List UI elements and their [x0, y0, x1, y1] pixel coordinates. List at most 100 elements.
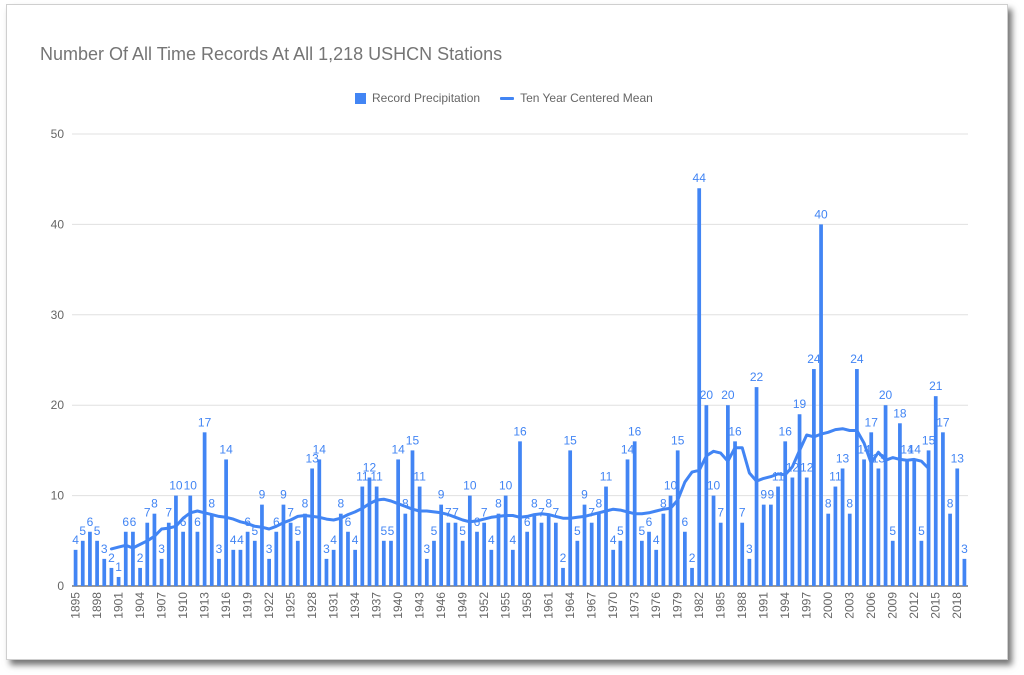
- bar: [389, 540, 393, 586]
- data-label: 5: [79, 524, 86, 538]
- data-label: 7: [552, 506, 559, 520]
- bar: [704, 405, 709, 586]
- bar: [467, 495, 472, 586]
- bar: [88, 531, 92, 586]
- x-tick-label: 1895: [69, 592, 83, 619]
- bar: [654, 549, 659, 586]
- bar: [417, 486, 422, 586]
- x-tick-label: 1928: [305, 592, 319, 619]
- data-label: 19: [793, 397, 807, 411]
- data-label: 3: [746, 542, 753, 556]
- bar: [324, 558, 329, 586]
- bar: [224, 459, 228, 586]
- bar: [883, 405, 888, 586]
- data-label: 7: [739, 506, 746, 520]
- data-label: 10: [664, 479, 678, 493]
- data-label: 14: [219, 442, 233, 456]
- bar: [604, 486, 608, 586]
- data-label: 20: [721, 388, 735, 402]
- bar: [690, 567, 694, 586]
- bar: [217, 558, 221, 586]
- bar: [439, 504, 444, 586]
- data-label: 18: [893, 406, 907, 420]
- data-label: 5: [459, 524, 466, 538]
- data-label: 6: [130, 515, 137, 529]
- data-label: 4: [352, 533, 359, 547]
- y-tick-label: 20: [51, 398, 65, 412]
- x-tick-label: 1934: [348, 592, 362, 619]
- data-label: 10: [707, 479, 721, 493]
- data-label: 24: [850, 352, 864, 366]
- x-tick-label: 1994: [778, 592, 792, 619]
- data-label: 13: [305, 451, 319, 465]
- bar: [95, 540, 99, 586]
- x-tick-label: 1964: [563, 592, 577, 619]
- data-label: 15: [406, 433, 420, 447]
- bar: [346, 531, 350, 586]
- bar: [611, 549, 616, 586]
- bar: [145, 522, 150, 586]
- data-label: 3: [266, 542, 273, 556]
- data-label: 13: [836, 451, 850, 465]
- bar: [539, 522, 544, 586]
- x-tick-label: 1922: [262, 592, 276, 619]
- bar: [962, 558, 967, 586]
- bar: [482, 522, 487, 586]
- bar: [238, 549, 243, 586]
- bar: [898, 423, 902, 586]
- x-tick-label: 1997: [800, 592, 814, 619]
- data-label: 12: [363, 461, 377, 475]
- bar: [374, 486, 379, 586]
- bar: [353, 549, 357, 586]
- bar: [668, 495, 673, 586]
- bar: [726, 405, 730, 586]
- bar: [116, 576, 121, 586]
- bar: [926, 450, 931, 586]
- bar: [303, 513, 307, 586]
- bar: [102, 558, 107, 586]
- y-tick-label: 0: [57, 579, 64, 593]
- data-label: 4: [509, 533, 516, 547]
- data-label: 7: [588, 506, 595, 520]
- bar: [812, 369, 816, 586]
- x-tick-label: 1916: [219, 592, 233, 619]
- bar: [475, 531, 479, 586]
- bar: [618, 540, 623, 586]
- bar: [496, 513, 501, 586]
- bar: [166, 522, 171, 586]
- data-label: 21: [929, 379, 943, 393]
- x-tick-label: 1967: [585, 592, 599, 619]
- bar: [776, 486, 780, 586]
- x-tick-label: 1955: [499, 592, 513, 619]
- data-label: 24: [807, 352, 821, 366]
- data-label: 10: [499, 479, 513, 493]
- data-label: 3: [323, 542, 330, 556]
- bar: [718, 522, 723, 586]
- data-label: 14: [908, 442, 922, 456]
- data-label: 4: [488, 533, 495, 547]
- data-label: 6: [646, 515, 653, 529]
- x-tick-label: 2000: [821, 592, 835, 619]
- data-label: 6: [244, 515, 251, 529]
- x-tick-label: 1913: [198, 592, 212, 619]
- bar: [489, 549, 494, 586]
- data-label: 10: [169, 479, 183, 493]
- legend-label-line: Ten Year Centered Mean: [520, 91, 653, 105]
- bar: [281, 504, 286, 586]
- bar: [159, 558, 164, 586]
- bar: [740, 522, 745, 586]
- bar: [510, 549, 515, 586]
- data-label: 11: [829, 470, 842, 484]
- data-label: 6: [180, 515, 187, 529]
- data-label: 11: [600, 470, 613, 484]
- data-label: 5: [639, 524, 646, 538]
- bar: [209, 513, 214, 586]
- bar: [933, 396, 938, 586]
- bar: [890, 540, 895, 586]
- bar: [518, 441, 522, 586]
- bar: [503, 495, 508, 586]
- bar: [317, 459, 322, 586]
- bar: [697, 188, 702, 587]
- data-label: 4: [610, 533, 617, 547]
